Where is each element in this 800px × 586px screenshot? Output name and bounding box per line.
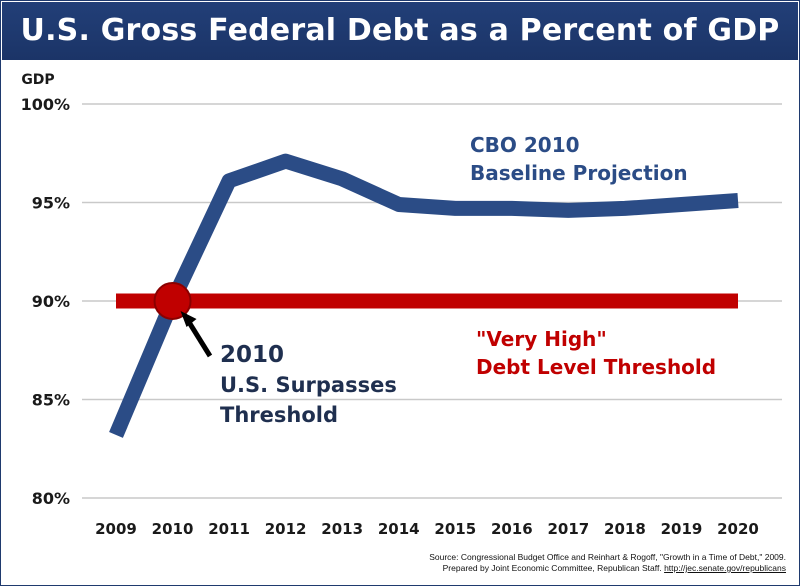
crossing-marker	[153, 282, 192, 320]
y-tick-label: 100%	[21, 95, 70, 114]
x-tick-label: 2010	[152, 520, 194, 538]
crossing-year-label: 2010	[220, 342, 284, 368]
x-tick-label: 2009	[95, 520, 137, 538]
x-tick-label: 2019	[661, 520, 703, 538]
y-tick-label: 85%	[32, 391, 70, 410]
crossing-label-1: U.S. Surpasses	[220, 373, 397, 397]
projection-label-2: Baseline Projection	[470, 161, 688, 185]
series-line-1	[109, 153, 739, 438]
threshold-label-1: "Very High"	[476, 327, 607, 351]
source-line-1: Source: Congressional Budget Office and …	[429, 552, 786, 562]
threshold-label-2: Debt Level Threshold	[476, 355, 716, 379]
source-note: Source: Congressional Budget Office and …	[429, 552, 786, 574]
chart-title: U.S. Gross Federal Debt as a Percent of …	[2, 2, 798, 60]
source-link[interactable]: http://jec.senate.gov/republicans	[664, 563, 786, 573]
x-tick-label: 2012	[265, 520, 307, 538]
source-line-2: Prepared by Joint Economic Committee, Re…	[442, 563, 662, 573]
x-tick-label: 2011	[208, 520, 250, 538]
x-tick-label: 2015	[434, 520, 476, 538]
y-axis-label: GDP	[21, 72, 54, 88]
x-tick-label: 2013	[321, 520, 363, 538]
y-tick-label: 90%	[32, 292, 70, 311]
y-tick-label: 80%	[32, 489, 70, 508]
projection-label-1: CBO 2010	[470, 133, 580, 157]
annotation-arrowhead	[180, 311, 197, 327]
x-tick-label: 2014	[378, 520, 420, 538]
x-tick-label: 2018	[604, 520, 646, 538]
x-tick-label: 2016	[491, 520, 533, 538]
y-tick-label: 95%	[32, 194, 70, 213]
crossing-label-2: Threshold	[220, 403, 338, 427]
x-tick-label: 2017	[547, 520, 589, 538]
x-tick-label: 2020	[717, 520, 759, 538]
